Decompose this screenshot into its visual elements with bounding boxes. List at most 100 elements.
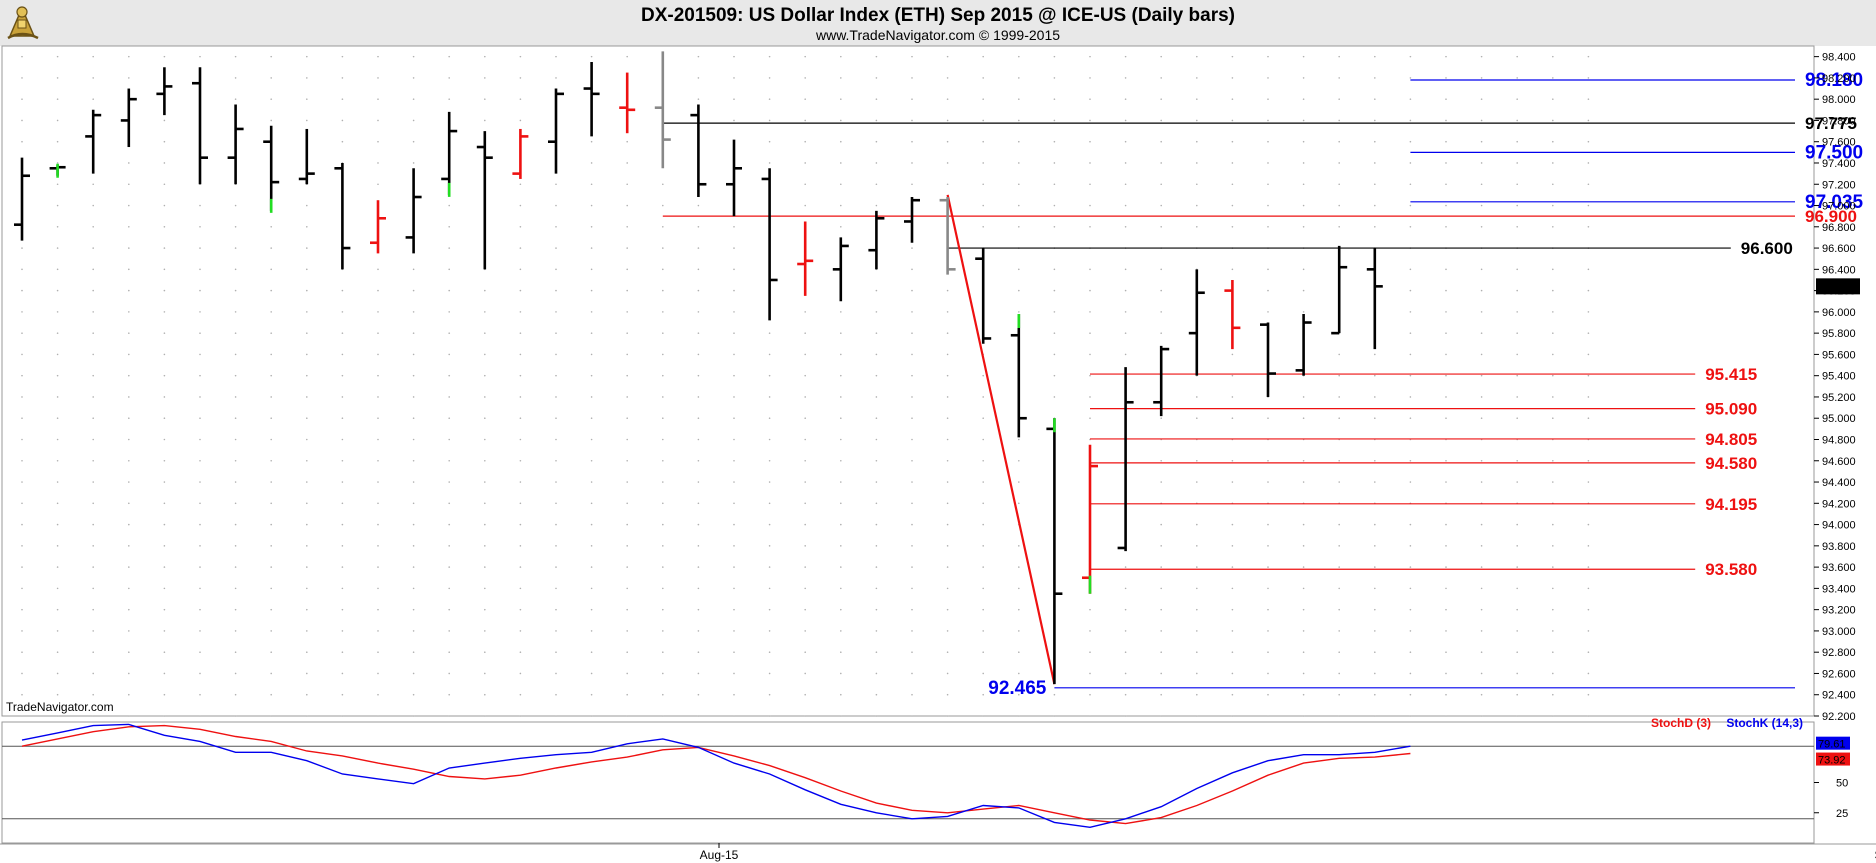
grid-dot — [448, 225, 451, 228]
grid-dot — [1374, 77, 1376, 79]
grid-dot — [1516, 587, 1518, 590]
grid-dot — [92, 98, 94, 100]
grid-dot — [199, 332, 201, 334]
grid-dot — [697, 545, 700, 547]
grid-dot — [377, 523, 379, 526]
grid-dot — [448, 438, 451, 441]
grid-dot — [199, 396, 201, 398]
grid-dot — [163, 523, 166, 526]
grid-dot — [377, 268, 379, 271]
grid-dot — [1374, 587, 1376, 590]
grid-dot — [946, 672, 949, 675]
grid-dot — [1089, 396, 1091, 398]
grid-dot — [1124, 77, 1127, 79]
grid-dot — [92, 311, 94, 313]
ohlc-bar — [1188, 269, 1205, 376]
grid-dot — [1516, 374, 1518, 377]
grid-dot — [1160, 183, 1162, 186]
grid-dot — [1587, 715, 1590, 717]
grid-dot — [1124, 693, 1127, 696]
grid-dot — [875, 332, 878, 334]
grid-dot — [448, 672, 451, 675]
grid-dot — [163, 566, 166, 568]
grid-dot — [768, 417, 771, 420]
grid-dot — [590, 545, 593, 547]
grid-dot — [92, 353, 94, 356]
grid-dot — [1018, 55, 1020, 58]
grid-dot — [1587, 77, 1590, 79]
grid-dot — [412, 140, 415, 143]
grid-dot — [128, 587, 130, 590]
grid-dot — [697, 225, 700, 228]
grid-dot — [412, 672, 415, 675]
ohlc-bar — [832, 237, 849, 302]
grid-dot — [1409, 140, 1412, 143]
grid-dot — [768, 502, 771, 505]
grid-dot — [733, 353, 735, 356]
grid-dot — [92, 268, 94, 271]
grid-dot — [128, 247, 130, 249]
grid-dot — [306, 715, 308, 717]
grid-dot — [377, 608, 379, 611]
grid-dot — [875, 630, 878, 632]
grid-dot — [1587, 651, 1590, 653]
grid-dot — [662, 481, 664, 483]
grid-dot — [1516, 459, 1518, 462]
grid-dot — [697, 481, 700, 483]
grid-dot — [555, 438, 557, 441]
grid-dot — [804, 183, 806, 186]
grid-dot — [768, 55, 771, 58]
grid-dot — [163, 672, 166, 675]
grid-dot — [234, 374, 237, 377]
grid-dot — [1124, 332, 1127, 334]
grid-dot — [412, 268, 415, 271]
grid-dot — [1409, 225, 1412, 228]
grid-dot — [911, 77, 913, 79]
grid-dot — [484, 715, 486, 717]
grid-dot — [946, 693, 949, 696]
grid-dot — [1587, 417, 1590, 420]
grid-dot — [412, 289, 415, 292]
grid-dot — [590, 183, 593, 186]
grid-dot — [306, 481, 308, 483]
grid-dot — [733, 268, 735, 271]
grid-dot — [804, 587, 806, 590]
last-price-box — [1816, 278, 1860, 295]
grid-dot — [1516, 140, 1518, 143]
y-tick-label: 93.200 — [1822, 605, 1856, 617]
ohlc-bar — [1366, 248, 1383, 350]
grid-dot — [982, 523, 984, 526]
grid-dot — [733, 566, 735, 568]
grid-dot — [1516, 183, 1518, 186]
grid-dot — [21, 587, 23, 590]
grid-dot — [1231, 396, 1234, 398]
grid-dot — [1480, 693, 1483, 696]
ohlc-bar — [512, 128, 529, 179]
grid-dot — [1124, 651, 1127, 653]
grid-dot — [341, 374, 344, 377]
grid-dot — [1089, 204, 1091, 207]
y-tick-label: 96.600 — [1822, 243, 1856, 255]
grid-dot — [519, 566, 522, 568]
grid-dot — [234, 459, 237, 462]
grid-dot — [163, 481, 166, 483]
grid-dot — [1124, 715, 1127, 717]
grid-dot — [341, 693, 344, 696]
grid-dot — [1089, 55, 1091, 58]
grid-dot — [412, 545, 415, 547]
grid-dot — [163, 55, 166, 58]
grid-dot — [590, 693, 593, 696]
grid-dot — [1196, 98, 1198, 100]
grid-dot — [697, 332, 700, 334]
grid-dot — [128, 566, 130, 568]
grid-dot — [128, 204, 130, 207]
grid-dot — [448, 98, 451, 100]
x-tick-label: Aug-15 — [700, 848, 739, 862]
grid-dot — [662, 651, 664, 653]
grid-dot — [1374, 183, 1376, 186]
grid-dot — [56, 268, 59, 271]
grid-dot — [804, 481, 806, 483]
grid-dot — [21, 417, 23, 420]
